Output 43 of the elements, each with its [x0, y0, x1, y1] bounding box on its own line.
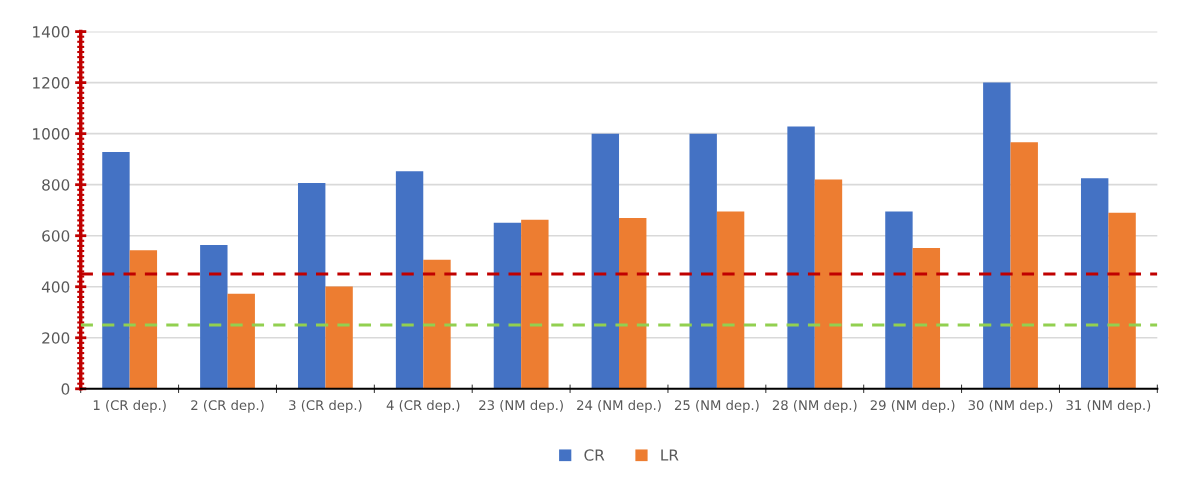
- x-tick-label: 24 (NM dep.): [577, 399, 661, 413]
- x-tick-label: 31 (NM dep.): [1066, 399, 1151, 413]
- x-tick-label: 29 (NM dep.): [870, 399, 955, 413]
- y-tick-label: 0: [61, 383, 70, 395]
- x-tick-label: 2 (CR dep.): [191, 399, 264, 413]
- bar: [983, 82, 1011, 389]
- y-tick-label: 1400: [33, 26, 70, 38]
- x-tick-label: 30 (NM dep.): [968, 399, 1053, 413]
- y-tick-label: 400: [41, 281, 70, 293]
- bar: [1108, 212, 1136, 389]
- bar: [1010, 142, 1038, 389]
- bar: [912, 247, 941, 389]
- bar: [102, 152, 130, 389]
- x-tick-label: 28 (NM dep.): [772, 399, 857, 413]
- bar: [619, 218, 647, 389]
- y-tick-label: 1200: [33, 77, 70, 89]
- bar: [787, 126, 815, 389]
- bar: [200, 244, 228, 389]
- y-tick-label: 1000: [33, 128, 70, 140]
- legend-label: CR: [584, 449, 605, 461]
- bar: [814, 179, 843, 389]
- bar: [493, 222, 522, 389]
- bar: [716, 211, 745, 389]
- bar: [885, 211, 913, 389]
- bar: [325, 286, 353, 389]
- x-tick-label: 4 (CR dep.): [386, 399, 460, 413]
- legend-label: LR: [661, 449, 679, 461]
- bar: [129, 250, 158, 389]
- bar: [227, 293, 255, 389]
- bar: [395, 171, 424, 389]
- bar: [689, 133, 717, 389]
- y-tick-label: 800: [42, 179, 70, 191]
- bar: [298, 182, 326, 389]
- bar: [1080, 178, 1109, 389]
- x-tick-label: 23 (NM dep.): [479, 399, 563, 413]
- x-tick-label: 3 (CR dep.): [289, 399, 362, 413]
- x-tick-label: 25 (NM dep.): [674, 399, 759, 413]
- bar: [521, 219, 549, 389]
- x-tick-label: 1 (CR dep.): [93, 399, 166, 413]
- bar: [423, 259, 451, 389]
- y-tick-label: 200: [42, 332, 70, 344]
- bar: [591, 133, 620, 389]
- y-tick-label: 600: [42, 230, 70, 242]
